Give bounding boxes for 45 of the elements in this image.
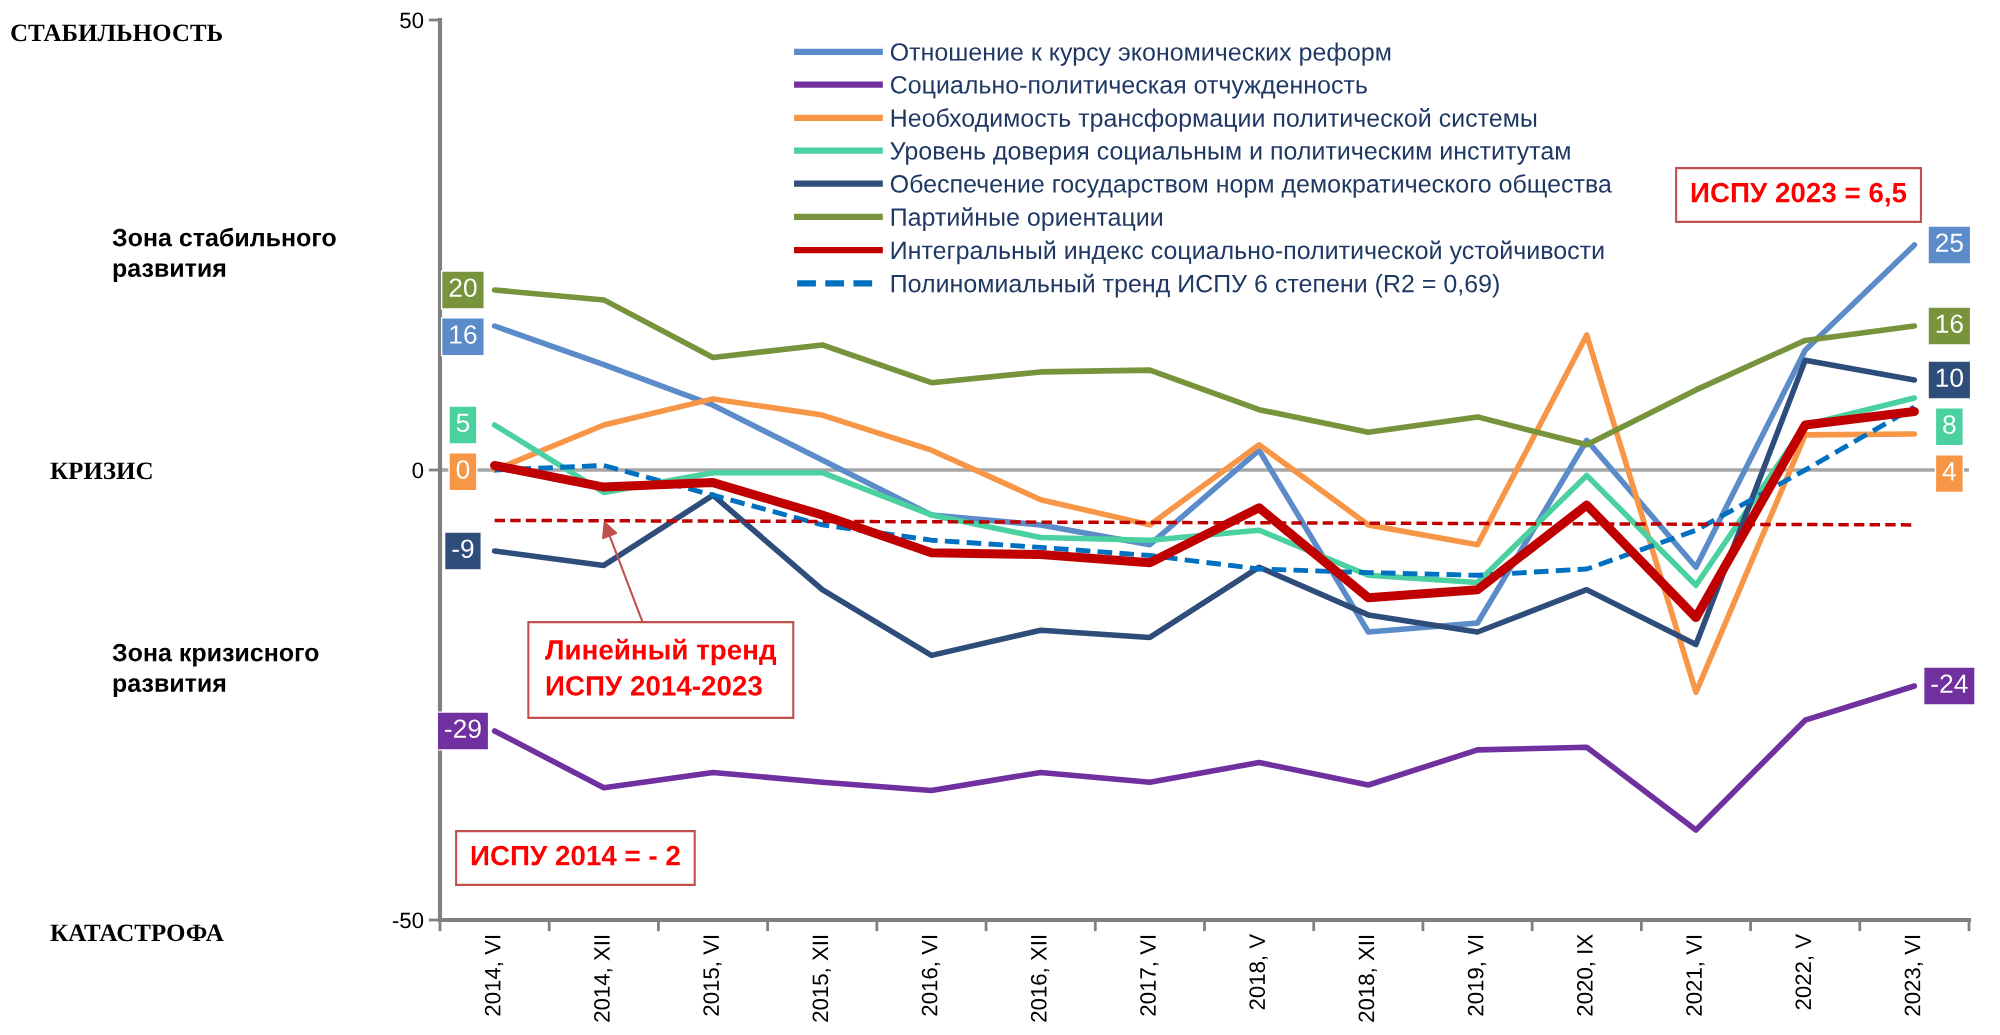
x-tick-label: 2015, XII <box>812 935 831 1022</box>
legend-label: Обеспечение государством норм демократического общества <box>890 174 1612 198</box>
text: КРИЗИС <box>50 462 152 480</box>
x-tick-label: 2022, V <box>1795 933 1814 1010</box>
annotation: ИСПУ 2014 = - 2 <box>471 845 680 866</box>
legend-label: Полиномиальный тренд ИСПУ 6 степени (R2 = 0,69) <box>891 273 1499 298</box>
x-tick-label: 2016, XII <box>1030 935 1050 1022</box>
x-tick-label: 2018, XII <box>1358 935 1377 1022</box>
text: Зона кризисного развития <box>112 643 319 697</box>
annotation: ИСПУ 2023 = 6,5 <box>1691 182 1907 207</box>
legend-label: Социально-политическая отчужденность <box>890 75 1367 99</box>
x-tick-label: 2018, V <box>1249 933 1268 1010</box>
legend-label: Отношение к курсу экономических реформ <box>890 42 1391 66</box>
x-tick-label: 2020, IX <box>1576 934 1596 1016</box>
data-label: -9 <box>452 539 474 559</box>
x-tick-label: 2015, VI <box>703 935 722 1016</box>
data-label: 10 <box>1936 368 1963 388</box>
text: КАТАСТРОФА <box>50 924 224 942</box>
data-label: 5 <box>456 413 470 433</box>
annotation: Линейный тренд ИСПУ 2014-2023 <box>545 638 777 696</box>
data-label: -29 <box>445 719 481 739</box>
x-tick-label: 2023, VI <box>1904 935 1923 1016</box>
x-tick-label: 2014, VI <box>484 935 504 1016</box>
data-label: 20 <box>449 278 477 298</box>
x-tick-label: 2021, VI <box>1686 935 1705 1016</box>
y-tick-label: 50 <box>400 12 424 29</box>
data-label: -24 <box>1931 674 1968 693</box>
legend-label: Интегральный индекс социально-политической устойчивости <box>891 240 1604 265</box>
x-tick-label: 2019, VI <box>1467 935 1487 1016</box>
data-label: 16 <box>450 325 477 344</box>
x-tick-label: 2017, VI <box>1140 935 1159 1016</box>
legend-label: Уровень доверия социальным и политическим институтам <box>890 142 1570 165</box>
data-label: 8 <box>1943 415 1956 434</box>
data-label: 16 <box>1936 314 1963 334</box>
data-label: 0 <box>456 460 470 479</box>
x-tick-label: 2016, VI <box>921 935 941 1016</box>
legend-label: Необходимость трансформации политической системы <box>891 108 1537 132</box>
y-tick-label: -50 <box>392 912 424 929</box>
text: СТАБИЛЬНОСТЬ <box>11 24 222 42</box>
text: Зона стабильного развития <box>112 227 336 282</box>
y-tick-label: 0 <box>412 462 424 479</box>
legend-label: Партийные ориентации <box>891 207 1162 231</box>
x-tick-label: 2014, XII <box>594 935 613 1022</box>
data-label: 4 <box>1942 462 1956 481</box>
data-label: 25 <box>1935 233 1963 253</box>
